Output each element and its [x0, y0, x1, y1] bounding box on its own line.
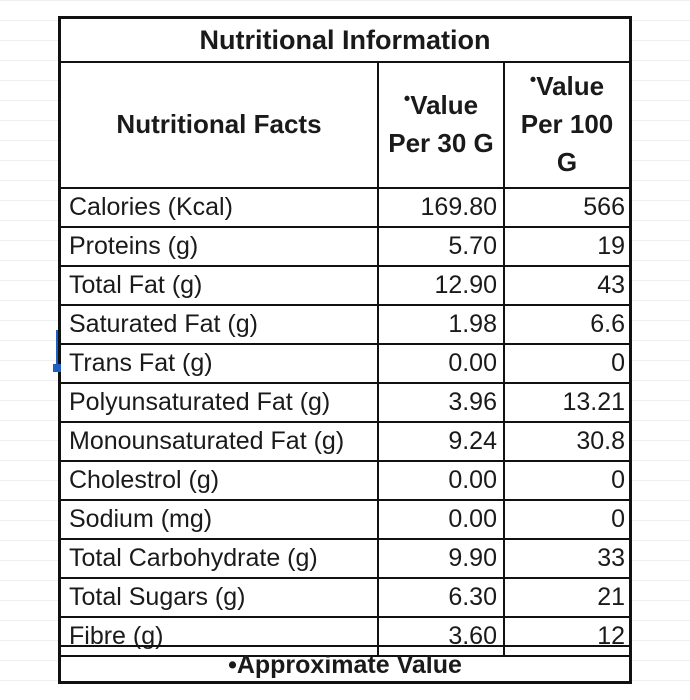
value-per-100g-cell: 33 — [597, 544, 625, 572]
nutrient-name-cell: Total Carbohydrate (g) — [61, 540, 379, 577]
header-value-per-100g: •Value Per 100 G — [505, 61, 629, 189]
value-per-100g-cell: 30.8 — [576, 427, 625, 455]
nutrient-name-cell: Total Fat (g) — [61, 267, 379, 304]
table-row: Cholestrol (g) 0.00 0 — [61, 462, 629, 501]
table-row: Polyunsaturated Fat (g) 3.96 13.21 — [61, 384, 629, 423]
value-per-30g-cell: 9.24 — [379, 423, 505, 460]
cell-fill-handle[interactable] — [53, 364, 61, 372]
value-per-100g-cell: 0 — [611, 349, 625, 377]
header-per100-label: Value Per 100 G — [520, 71, 614, 177]
header-per30-label: Value Per 30 G — [388, 90, 494, 158]
nutrient-name-cell: Trans Fat (g) — [61, 345, 379, 382]
value-per-30g-cell: 0.00 — [379, 501, 505, 538]
value-per-30g-cell: 12.90 — [379, 267, 505, 304]
header-nutritional-facts: Nutritional Facts — [61, 61, 379, 189]
header-value-per-30g: •Value Per 30 G — [379, 61, 505, 189]
value-per-30g-cell: 0.00 — [379, 462, 505, 499]
value-per-100g-cell: 6.6 — [590, 310, 625, 338]
table-row: Total Fat (g) 12.90 43 — [61, 267, 629, 306]
value-per-30g-cell: 1.98 — [379, 306, 505, 343]
value-per-30g-cell: 6.30 — [379, 579, 505, 616]
nutrient-name-cell: Sodium (mg) — [61, 501, 379, 538]
value-per-100g-cell: 43 — [597, 271, 625, 299]
value-per-30g-cell: 5.70 — [379, 228, 505, 265]
value-per-100g-cell: 566 — [583, 193, 625, 221]
table-row: Proteins (g) 5.70 19 — [61, 228, 629, 267]
table-row: Saturated Fat (g) 1.98 6.6 — [61, 306, 629, 345]
nutrient-name-cell: Cholestrol (g) — [61, 462, 379, 499]
value-per-30g-cell: 0.00 — [379, 345, 505, 382]
value-per-100g-cell: 0 — [611, 505, 625, 533]
table-row: Monounsaturated Fat (g) 9.24 30.8 — [61, 423, 629, 462]
value-per-30g-cell: 169.80 — [379, 189, 505, 226]
table-body: Calories (Kcal) 169.80 566 Proteins (g) 5.70… — [61, 189, 629, 657]
nutrient-name-cell: Saturated Fat (g) — [61, 306, 379, 343]
value-per-100g-cell: 19 — [597, 232, 625, 260]
approx-marker: • — [529, 69, 537, 90]
value-per-100g-cell: 21 — [597, 583, 625, 611]
nutrient-name-cell: Monounsaturated Fat (g) — [61, 423, 379, 460]
nutrient-name-cell: Proteins (g) — [61, 228, 379, 265]
value-per-30g-cell: 9.90 — [379, 540, 505, 577]
nutrient-name-cell: Calories (Kcal) — [61, 189, 379, 226]
table-row: Trans Fat (g) 0.00 0 — [61, 345, 629, 384]
nutrition-table: Nutritional Information Nutritional Fact… — [58, 16, 632, 684]
table-footnote: •Approximate Value — [61, 645, 629, 683]
table-row: Total Carbohydrate (g) 9.90 33 — [61, 540, 629, 579]
value-per-100g-cell: 0 — [611, 466, 625, 494]
approx-marker: • — [403, 88, 411, 109]
nutrient-name-cell: Polyunsaturated Fat (g) — [61, 384, 379, 421]
table-title: Nutritional Information — [61, 19, 629, 63]
table-row: Sodium (mg) 0.00 0 — [61, 501, 629, 540]
cell-selection-edge[interactable] — [56, 330, 61, 370]
header-facts-label: Nutritional Facts — [116, 109, 322, 139]
value-per-30g-cell: 3.96 — [379, 384, 505, 421]
value-per-100g-cell: 13.21 — [562, 388, 625, 416]
table-row: Total Sugars (g) 6.30 21 — [61, 579, 629, 618]
nutrient-name-cell: Total Sugars (g) — [61, 579, 379, 616]
table-row: Calories (Kcal) 169.80 566 — [61, 189, 629, 228]
